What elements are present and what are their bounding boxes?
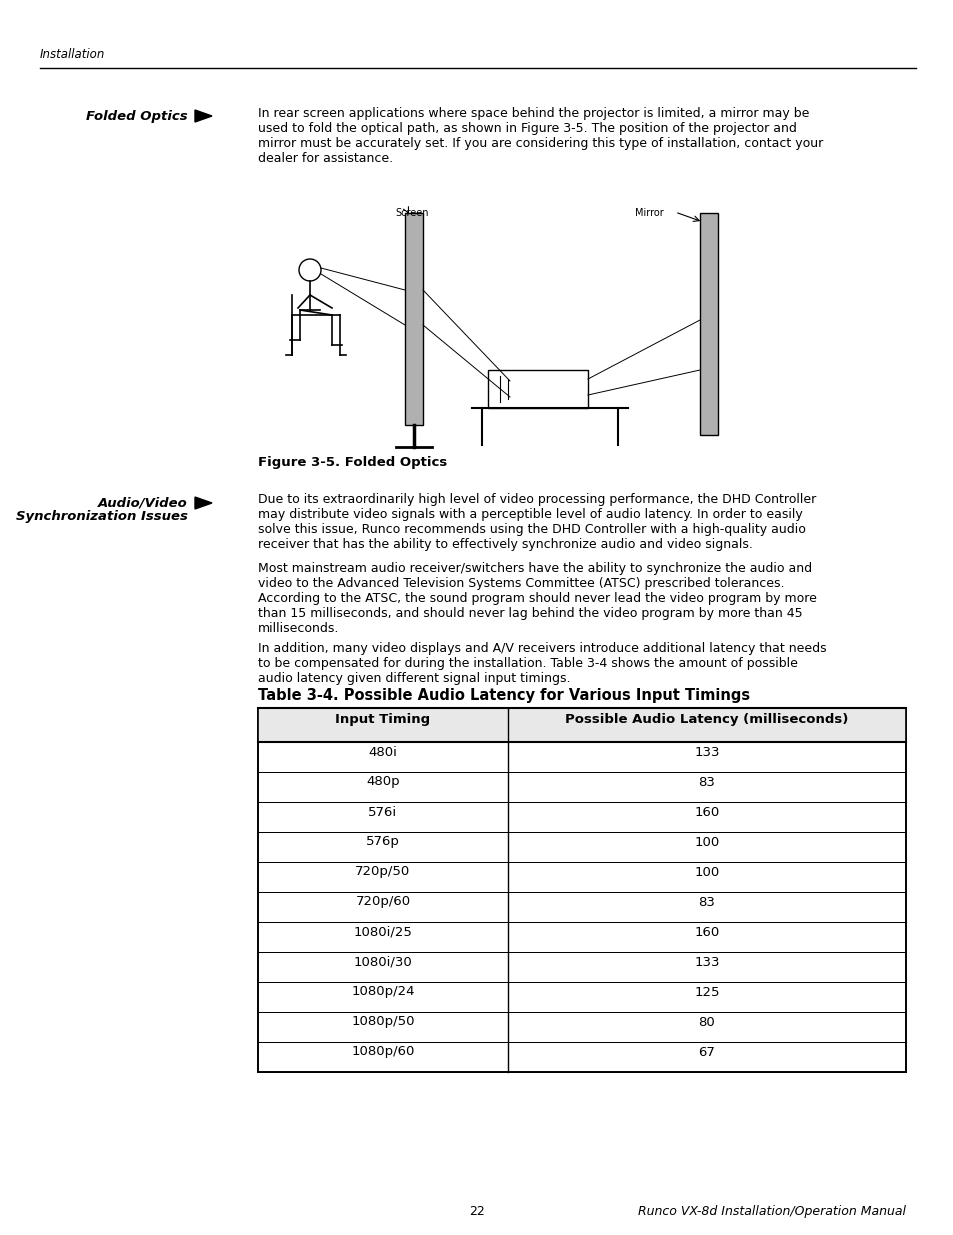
Text: 125: 125: [694, 986, 719, 999]
Text: 83: 83: [698, 895, 715, 909]
Text: 1080i/30: 1080i/30: [354, 956, 412, 968]
Bar: [405, 212, 422, 425]
Text: Folded Optics: Folded Optics: [87, 110, 188, 124]
Text: Table 3-4. Possible Audio Latency for Various Input Timings: Table 3-4. Possible Audio Latency for Va…: [257, 688, 749, 703]
Text: In rear screen applications where space behind the projector is limited, a mirro: In rear screen applications where space …: [257, 107, 822, 165]
Text: 133: 133: [694, 746, 719, 758]
Bar: [488, 370, 587, 408]
Text: Possible Audio Latency (milliseconds): Possible Audio Latency (milliseconds): [565, 714, 848, 726]
Text: Figure 3-5. Folded Optics: Figure 3-5. Folded Optics: [257, 456, 447, 469]
Text: Synchronization Issues: Synchronization Issues: [16, 510, 188, 522]
Text: Mirror: Mirror: [635, 207, 663, 219]
Text: 1080p/60: 1080p/60: [351, 1046, 415, 1058]
Text: Most mainstream audio receiver/switchers have the ability to synchronize the aud: Most mainstream audio receiver/switchers…: [257, 562, 816, 635]
Text: Installation: Installation: [40, 48, 105, 61]
Polygon shape: [194, 496, 212, 509]
Polygon shape: [194, 110, 212, 122]
Text: 133: 133: [694, 956, 719, 968]
Text: Runco VX-8d Installation/Operation Manual: Runco VX-8d Installation/Operation Manua…: [638, 1205, 905, 1218]
Text: 720p/60: 720p/60: [355, 895, 410, 909]
Text: 1080p/24: 1080p/24: [351, 986, 415, 999]
Text: 22: 22: [469, 1205, 484, 1218]
Text: 160: 160: [694, 805, 719, 819]
Text: 720p/50: 720p/50: [355, 866, 410, 878]
Text: Audio/Video: Audio/Video: [98, 496, 188, 509]
Text: 480i: 480i: [368, 746, 397, 758]
Bar: [257, 708, 905, 742]
Text: 67: 67: [698, 1046, 715, 1058]
Bar: [700, 212, 718, 435]
Bar: [257, 708, 905, 1072]
Text: 80: 80: [698, 1015, 715, 1029]
Text: 1080p/50: 1080p/50: [351, 1015, 415, 1029]
Text: 100: 100: [694, 836, 719, 848]
Text: Due to its extraordinarily high level of video processing performance, the DHD C: Due to its extraordinarily high level of…: [257, 493, 816, 551]
Text: 576i: 576i: [368, 805, 397, 819]
Text: 83: 83: [698, 776, 715, 788]
Text: Input Timing: Input Timing: [335, 714, 430, 726]
Text: 1080i/25: 1080i/25: [354, 925, 412, 939]
Text: 160: 160: [694, 925, 719, 939]
Text: 480p: 480p: [366, 776, 399, 788]
Text: 576p: 576p: [366, 836, 399, 848]
Text: Screen: Screen: [395, 207, 428, 219]
Text: In addition, many video displays and A/V receivers introduce additional latency : In addition, many video displays and A/V…: [257, 642, 825, 685]
Text: 100: 100: [694, 866, 719, 878]
